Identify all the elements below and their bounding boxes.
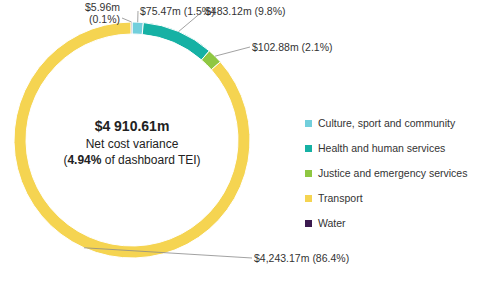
svg-text:$4 910.61m: $4 910.61m xyxy=(95,118,170,134)
svg-text:Health and human services: Health and human services xyxy=(318,142,445,154)
svg-text:Culture, sport and community: Culture, sport and community xyxy=(318,117,456,129)
svg-text:$483.12m (9.8%): $483.12m (9.8%) xyxy=(205,5,286,17)
svg-text:Justice and emergency services: Justice and emergency services xyxy=(318,167,467,179)
svg-text:Transport: Transport xyxy=(318,192,363,204)
svg-text:$75.47m (1.5%): $75.47m (1.5%) xyxy=(140,5,215,17)
svg-text:$4,243.17m (86.4%): $4,243.17m (86.4%) xyxy=(254,252,349,264)
svg-text:$5.96m(0.1%): $5.96m(0.1%) xyxy=(85,1,120,25)
svg-text:Net cost variance: Net cost variance xyxy=(86,137,179,151)
svg-text:Water: Water xyxy=(318,217,346,229)
svg-text:$102.88m (2.1%): $102.88m (2.1%) xyxy=(252,41,333,53)
svg-text:(4.94% of dashboard TEI): (4.94% of dashboard TEI) xyxy=(63,153,200,167)
